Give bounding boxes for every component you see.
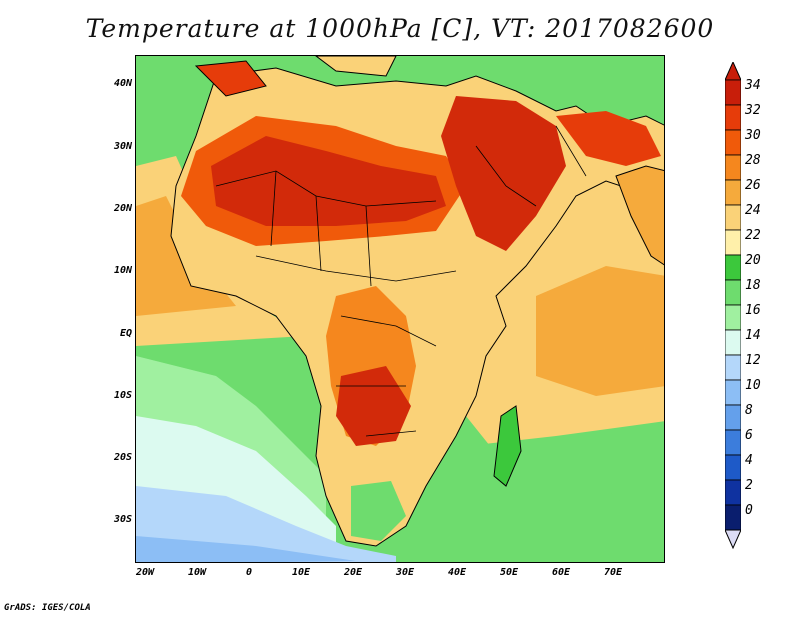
colorbar-label: 14 (745, 328, 761, 343)
colorbar-label: 24 (745, 203, 761, 218)
credit-text: GrADS: IGES/COLA (4, 603, 91, 613)
lat-label: 20S (113, 452, 132, 463)
middle-east-hot (556, 111, 661, 166)
colorbar-label: 6 (745, 428, 753, 443)
lat-label: 40N (113, 78, 132, 89)
colorbar-segment (725, 204, 741, 231)
colorbar-segment (725, 329, 741, 356)
lon-label: 0 (245, 567, 253, 578)
colorbar-segment (725, 479, 741, 506)
indian-ocean-warmer (536, 266, 664, 396)
colorbar-label: 18 (745, 278, 761, 293)
colorbar-segment (725, 454, 741, 481)
colorbar-segment (725, 254, 741, 281)
south-tip-mild (351, 481, 406, 541)
lon-label: 10W (187, 567, 207, 578)
colorbar-label: 22 (745, 228, 761, 243)
colorbar-segment (725, 379, 741, 406)
colorbar-label: 4 (745, 453, 753, 468)
colorbar-label: 30 (745, 128, 761, 143)
lon-label: 40E (447, 567, 467, 578)
colorbar-label: 0 (745, 503, 753, 518)
south-ocean-colder (136, 536, 356, 562)
madagascar (493, 405, 522, 487)
colorbar-segment (725, 404, 741, 431)
colorbar-label: 12 (745, 353, 761, 368)
colorbar-label: 28 (745, 153, 761, 168)
lon-label: 10E (291, 567, 311, 578)
temperature-map (136, 56, 664, 562)
colorbar-segment (725, 279, 741, 306)
lat-label: EQ (119, 328, 132, 339)
india (615, 165, 664, 266)
colorbar-segment (725, 504, 741, 531)
lat-label: 20N (113, 203, 132, 214)
lon-label: 20E (343, 567, 363, 578)
europe-south (315, 56, 397, 77)
colorbar (725, 62, 741, 550)
lon-label: 60E (551, 567, 571, 578)
colorbar-segment (725, 79, 741, 106)
colorbar-label: 26 (745, 178, 761, 193)
lat-label: 30N (113, 141, 132, 152)
map-plot (135, 55, 665, 563)
colorbar-segment (725, 179, 741, 206)
colorbar-label: 2 (745, 478, 753, 493)
lat-label: 10N (113, 265, 132, 276)
lat-label: 30S (113, 514, 132, 525)
colorbar-label: 20 (745, 253, 761, 268)
colorbar-label: 8 (745, 403, 753, 418)
arabia-hottest (441, 96, 566, 251)
colorbar-label: 32 (745, 103, 761, 118)
lon-label: 50E (499, 567, 519, 578)
iberia (194, 60, 267, 97)
country-borders (215, 125, 587, 437)
lon-label: 30E (395, 567, 415, 578)
colorbar-segment (725, 229, 741, 256)
colorbar-label: 16 (745, 303, 761, 318)
colorbar-segment (725, 354, 741, 381)
colorbar-segment (725, 154, 741, 181)
colorbar-top-arrow (725, 62, 741, 81)
colorbar-segment (725, 129, 741, 156)
colorbar-label: 34 (745, 78, 761, 93)
colorbar-bottom-arrow (725, 529, 741, 550)
lon-label: 70E (603, 567, 623, 578)
map-title: Temperature at 1000hPa [C], VT: 20170826… (85, 14, 715, 43)
colorbar-label: 10 (745, 378, 761, 393)
colorbar-segment (725, 104, 741, 131)
colorbar-segment (725, 304, 741, 331)
sahara-hottest (211, 136, 446, 226)
lat-label: 10S (113, 390, 132, 401)
lon-label: 20W (135, 567, 155, 578)
colorbar-segment (725, 429, 741, 456)
